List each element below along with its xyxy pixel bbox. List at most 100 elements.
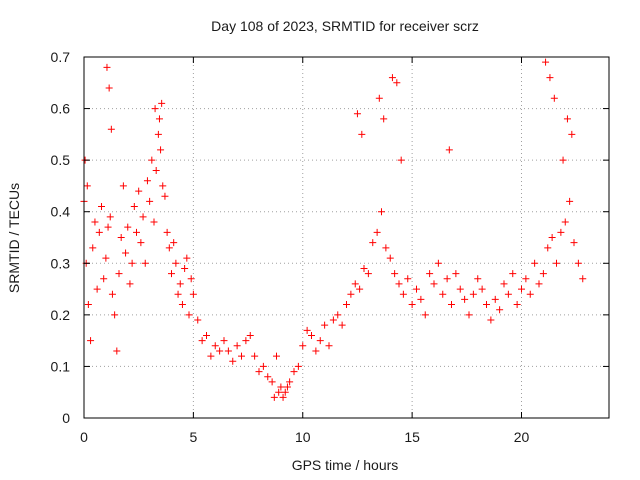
data-point [141,259,149,267]
data-point [417,295,425,303]
data-point [286,378,294,386]
data-point [426,270,434,278]
data-point [434,259,442,267]
data-point [526,290,534,298]
data-point [115,270,123,278]
data-point [509,270,517,278]
data-point [220,337,228,345]
data-point [87,337,95,345]
y-tick-label: 0 [62,410,70,426]
data-point [211,342,219,350]
data-point [574,259,582,267]
data-point [107,125,115,133]
data-point [393,79,401,87]
data-point [277,383,285,391]
data-point [563,115,571,123]
data-point [397,156,405,164]
y-tick-label: 0.2 [51,307,71,323]
data-point [500,280,508,288]
data-point [155,115,163,123]
data-point [382,244,390,252]
y-tick-label: 0.6 [51,101,71,117]
data-point [181,264,189,272]
data-point [430,280,438,288]
data-point [95,228,103,236]
data-point [281,388,289,396]
data-point [557,228,565,236]
data-point [373,228,381,236]
data-point [84,301,92,309]
data-point [119,182,127,190]
data-point [189,290,197,298]
data-point [161,192,169,200]
data-point [203,331,210,339]
data-point [151,105,159,113]
data-point [159,182,167,190]
data-point [566,197,574,205]
data-point [91,218,99,226]
data-points [80,58,587,401]
data-point [174,290,182,298]
data-point [391,270,399,278]
data-point [513,301,521,309]
data-point [535,280,543,288]
data-point [146,197,154,205]
data-point [279,393,287,401]
data-point [568,130,576,138]
data-point [378,208,385,216]
data-point [561,218,569,226]
data-point [358,130,366,138]
data-point [518,285,525,293]
data-point [544,244,552,252]
data-point [233,342,241,350]
data-point [185,311,193,319]
data-point [275,388,283,396]
data-point [83,182,91,190]
data-point [465,311,473,319]
x-tick-label: 20 [514,429,530,445]
data-point [343,301,350,309]
data-point [242,337,250,345]
data-point [539,270,547,278]
data-point [150,218,158,226]
data-point [246,331,254,339]
data-point [579,275,587,283]
data-point [542,58,550,66]
data-point [443,275,451,283]
x-tick-label: 15 [404,429,420,445]
data-point [273,352,280,360]
data-point [117,234,125,241]
data-point [321,321,329,329]
data-point [172,259,180,267]
data-point [559,156,567,164]
data-point [388,74,396,82]
data-point [303,326,311,334]
data-point [334,311,342,319]
data-point [126,280,134,288]
y-tick-label: 0.5 [51,152,71,168]
plot-frame [83,56,610,419]
data-point [483,301,490,309]
data-point [399,290,407,298]
data-point [439,290,447,298]
data-point [570,239,578,247]
data-point [553,259,560,267]
data-point [270,393,278,401]
data-point [207,352,215,360]
data-point [104,223,112,231]
chart-title: Day 108 of 2023, SRMTID for receiver scr… [211,18,479,34]
data-point [163,228,171,236]
data-point [550,94,558,102]
data-point [194,316,202,324]
axis-ticks [83,56,609,419]
data-point [364,270,372,278]
data-point [461,295,469,303]
data-point [308,331,315,339]
data-point [356,285,364,293]
x-axis-label: GPS time / hours [292,457,399,473]
data-point [469,290,477,298]
data-point [478,285,486,293]
data-point [135,187,143,195]
data-point [111,311,119,319]
